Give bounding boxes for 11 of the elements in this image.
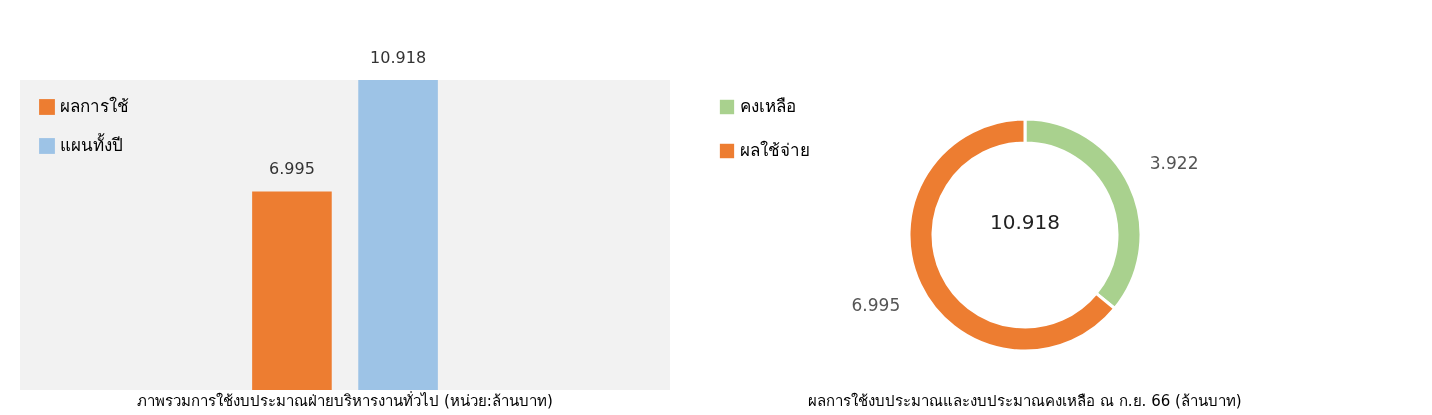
data-label: 3.922	[1149, 153, 1199, 174]
legend-label: คงเหลือ	[740, 96, 796, 116]
text: 10.918	[990, 210, 1060, 234]
text: ภาพรวมการใช้งบประมาณฝ่ายบริหารงานทั่วไป (หน่วย:ล้านบาท)	[137, 390, 553, 410]
data-label: 6.995	[269, 159, 315, 179]
legend-label: ผลใช้จ่าย	[740, 140, 810, 160]
data-label: 6.995	[851, 294, 901, 315]
legend-label: แผนทั้งปี	[60, 133, 123, 155]
text: ผลการใช้งบประมาณและงบประมาณคงเหลือ ณ ก.ย. 66 (ล้านบาท)	[808, 392, 1242, 410]
data-label: 10.918	[370, 48, 427, 67]
legend-label: ผลการใช้	[60, 96, 129, 116]
